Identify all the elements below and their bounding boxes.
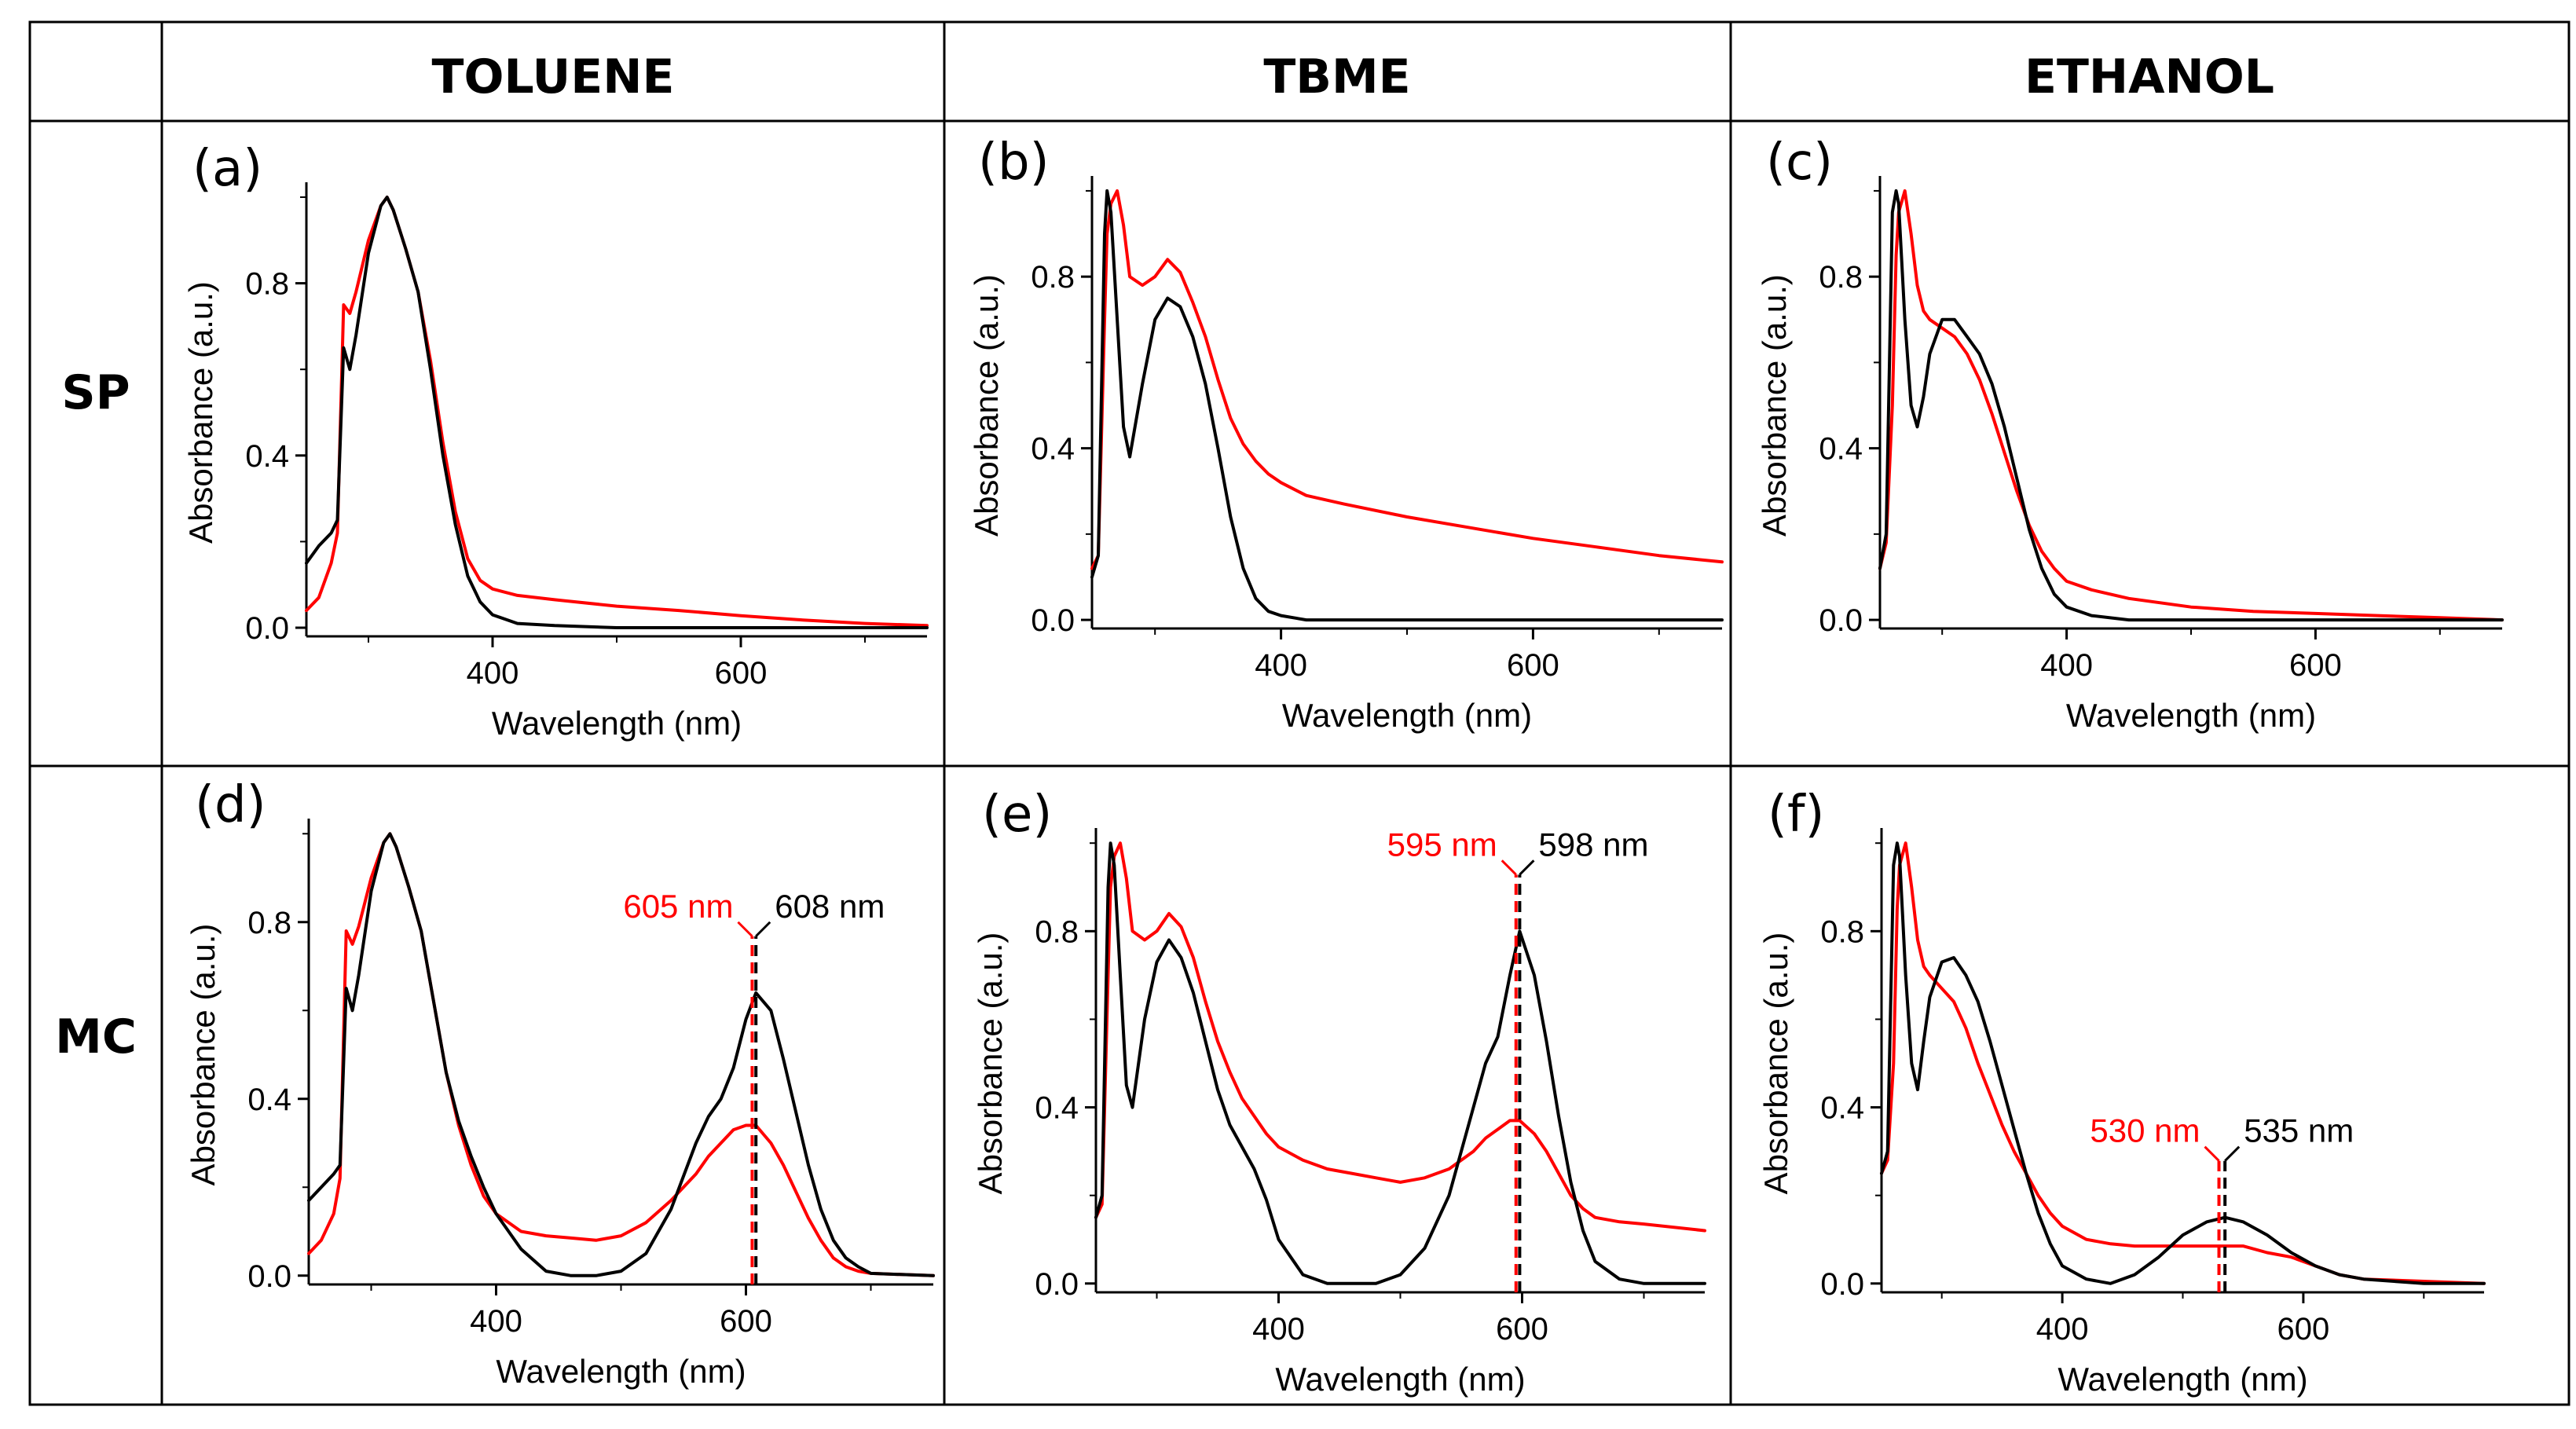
y-axis-label: Absorbance (a.u.) <box>185 924 222 1186</box>
x-tick-label: 600 <box>720 1304 772 1339</box>
chart-panels: 400 600 0.0 0.4 0.8 Wavelength (nm) Absorbance… <box>182 134 2504 1398</box>
y-tick-label: 0.4 <box>1031 432 1075 467</box>
peak-annotation-label: 535 nm <box>2244 1112 2354 1149</box>
series-line-red <box>1094 841 1706 1233</box>
y-axis-label: Absorbance (a.u.) <box>1757 933 1794 1195</box>
y-tick-label: 0.8 <box>1035 914 1079 949</box>
x-axis-label: Wavelength (nm) <box>496 1353 746 1390</box>
row-header-mc: MC <box>55 1009 137 1064</box>
peak-annotation-label: 608 nm <box>775 888 885 925</box>
y-tick-label: 0.8 <box>247 906 291 940</box>
y-tick-label: 0.8 <box>245 267 289 302</box>
series-line-black <box>1094 841 1706 1285</box>
column-header-tbme: TBME <box>1263 49 1410 104</box>
panel-label: (d) <box>195 776 266 834</box>
column-header-ethanol: ETHANOL <box>2025 49 2274 104</box>
y-tick-label: 0.0 <box>1031 603 1075 638</box>
y-tick-label: 0.8 <box>1031 260 1075 295</box>
x-tick-label: 600 <box>2289 648 2342 683</box>
y-tick-label: 0.0 <box>245 611 289 646</box>
chart-panel-b: 400 600 0.0 0.4 0.8 Wavelength (nm) Absorbance… <box>968 134 1724 734</box>
series-line-red <box>1090 189 1724 570</box>
x-tick-label: 600 <box>1496 1312 1548 1347</box>
y-tick-label: 0.4 <box>247 1083 291 1117</box>
panel-label: (c) <box>1766 134 1833 192</box>
series-line-black <box>1878 189 2504 622</box>
y-tick-label: 0.0 <box>1820 1267 1864 1302</box>
panel-label: (a) <box>192 140 262 198</box>
y-tick-label: 0.4 <box>245 439 289 474</box>
peak-annotation-label: 595 nm <box>1387 826 1497 863</box>
peak-leader-line <box>737 921 753 937</box>
panel-label: (b) <box>978 134 1050 192</box>
y-tick-label: 0.4 <box>1035 1091 1079 1126</box>
x-axis-label: Wavelength (nm) <box>492 705 742 742</box>
y-tick-label: 0.4 <box>1820 1091 1864 1126</box>
x-axis-label: Wavelength (nm) <box>2066 697 2316 734</box>
y-tick-label: 0.8 <box>1820 914 1864 949</box>
peak-leader-line <box>755 921 771 937</box>
peak-leader-line <box>2224 1145 2241 1162</box>
panel-label: (f) <box>1768 786 1824 844</box>
series-line-red <box>305 196 929 628</box>
x-tick-label: 400 <box>1252 1312 1305 1347</box>
x-tick-label: 400 <box>1255 648 1307 683</box>
series-line-black <box>305 196 929 629</box>
y-tick-label: 0.0 <box>1819 603 1863 638</box>
x-axis-label: Wavelength (nm) <box>2058 1361 2307 1398</box>
peak-annotation-label: 598 nm <box>1538 826 1648 863</box>
chart-panel-e: 400 600 0.0 0.4 0.8 Wavelength (nm) Absorbance… <box>972 786 1706 1398</box>
series-line-red <box>307 832 935 1277</box>
y-axis-label: Absorbance (a.u.) <box>968 274 1005 537</box>
peak-leader-line <box>2204 1145 2220 1162</box>
series-line-red <box>1880 841 2486 1285</box>
x-tick-label: 400 <box>2040 648 2093 683</box>
y-tick-label: 0.0 <box>1035 1267 1079 1302</box>
y-axis-label: Absorbance (a.u.) <box>182 281 219 544</box>
y-axis-label: Absorbance (a.u.) <box>972 933 1009 1195</box>
series-line-black <box>1090 189 1724 622</box>
x-tick-label: 600 <box>715 656 768 691</box>
chart-panel-f: 400 600 0.0 0.4 0.8 Wavelength (nm) Absorbance… <box>1757 786 2486 1398</box>
x-tick-label: 400 <box>467 656 519 691</box>
series-line-black <box>307 832 935 1277</box>
y-axis-label: Absorbance (a.u.) <box>1756 274 1793 537</box>
panel-label: (e) <box>982 786 1052 844</box>
column-header-toluene: TOLUENE <box>432 49 675 104</box>
table-border <box>28 20 2571 1406</box>
peak-leader-line <box>1519 859 1535 876</box>
chart-panel-d: 400 600 0.0 0.4 0.8 Wavelength (nm) Absorbance… <box>185 776 935 1390</box>
row-header-sp: SP <box>61 365 130 420</box>
y-tick-label: 0.0 <box>247 1259 291 1294</box>
peak-annotation-label: 530 nm <box>2090 1112 2200 1149</box>
series-line-black <box>1880 841 2486 1285</box>
table-grid <box>28 20 2571 1406</box>
x-tick-label: 400 <box>470 1304 522 1339</box>
peak-annotation-label: 605 nm <box>623 888 733 925</box>
series-line-red <box>1878 189 2504 622</box>
x-tick-label: 600 <box>1507 648 1559 683</box>
peak-leader-line <box>1501 859 1517 876</box>
y-tick-label: 0.8 <box>1819 260 1863 295</box>
x-tick-label: 400 <box>2036 1312 2089 1347</box>
x-tick-label: 600 <box>2277 1312 2330 1347</box>
chart-panel-a: 400 600 0.0 0.4 0.8 Wavelength (nm) Absorbance… <box>182 140 929 742</box>
chart-panel-c: 400 600 0.0 0.4 0.8 Wavelength (nm) Absorbance… <box>1756 134 2504 734</box>
x-axis-label: Wavelength (nm) <box>1275 1361 1525 1398</box>
y-tick-label: 0.4 <box>1819 432 1863 467</box>
x-axis-label: Wavelength (nm) <box>1282 697 1532 734</box>
